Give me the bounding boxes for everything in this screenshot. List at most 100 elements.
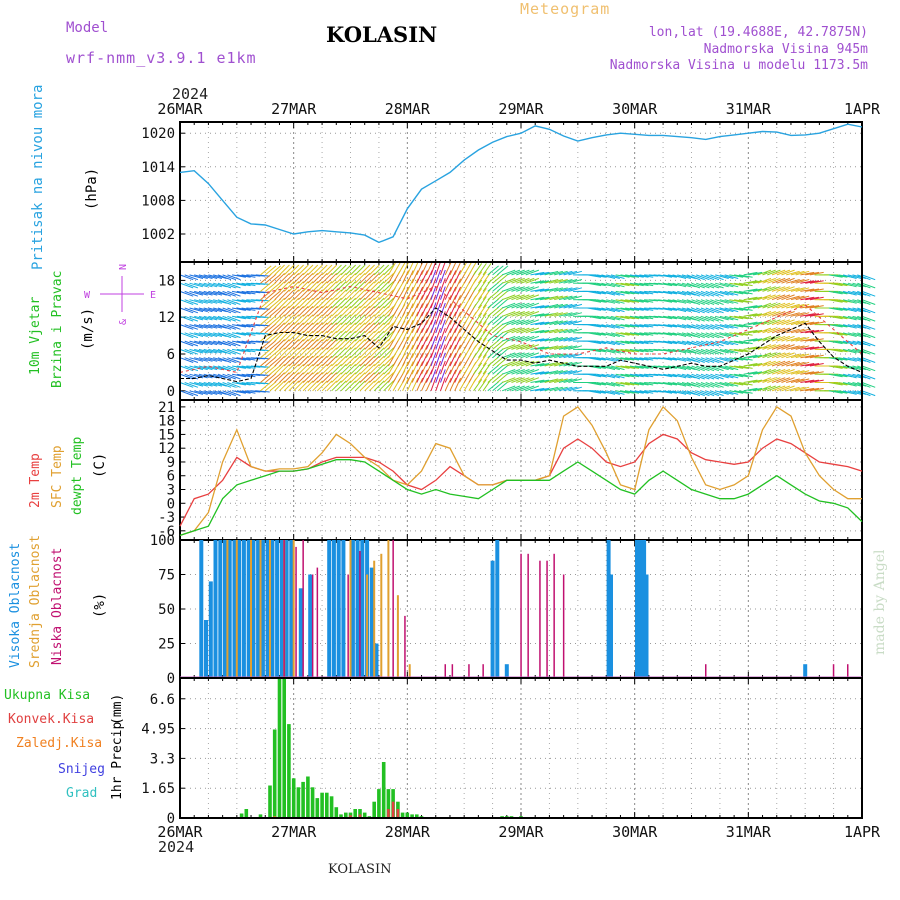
- wind-barb: [544, 270, 559, 276]
- wind-barb: [790, 345, 805, 350]
- wind-barb: [383, 314, 394, 325]
- wind-barb: [606, 274, 620, 279]
- wind-barb: [781, 302, 795, 309]
- cloud-bar: [227, 540, 232, 678]
- wind-barb: [634, 307, 649, 311]
- wind-barb: [430, 360, 437, 375]
- wind-barb: [861, 299, 876, 305]
- wind-barb: [738, 390, 753, 394]
- wind-barb: [525, 269, 540, 276]
- wind-barb: [335, 355, 347, 367]
- wind-barb: [544, 303, 559, 309]
- wind-barb: [241, 307, 256, 311]
- wind-barb: [236, 282, 251, 287]
- wind-barb: [610, 299, 625, 304]
- wind-barb: [203, 348, 218, 354]
- wind-barb: [506, 360, 521, 367]
- wind-barb: [767, 319, 781, 326]
- wind-barb: [373, 330, 385, 342]
- wind-barb: [781, 352, 795, 359]
- wind-barb: [184, 315, 199, 322]
- wind-barb: [620, 290, 635, 295]
- wind-barb: [809, 379, 824, 383]
- wind-barb: [369, 322, 380, 334]
- wind-barb: [264, 290, 277, 301]
- wind-barb: [260, 348, 272, 359]
- wind-barb: [719, 348, 734, 354]
- cloud-bar: [444, 664, 446, 678]
- wind-barb: [359, 322, 371, 334]
- wind-barb: [288, 306, 300, 317]
- wind-barb: [790, 353, 805, 359]
- wind-barb: [520, 294, 535, 301]
- wind-barb: [795, 303, 810, 309]
- wind-barb: [421, 361, 428, 375]
- wind-barb: [501, 385, 516, 392]
- wind-barb: [757, 302, 772, 309]
- wind-barb: [444, 344, 452, 358]
- wind-barb: [715, 390, 729, 395]
- wind-barb: [435, 360, 441, 375]
- wind-barb: [222, 348, 236, 355]
- wind-barb: [587, 382, 602, 386]
- wind-barb: [496, 364, 509, 375]
- panel-temperature: [179, 399, 863, 541]
- wind-barb: [525, 277, 540, 284]
- ytick-label: 12: [158, 310, 175, 326]
- wind-barb: [587, 390, 602, 394]
- wind-barb: [340, 330, 352, 342]
- wind-barb: [743, 296, 758, 301]
- wind-barb: [511, 377, 525, 383]
- wind-barb: [710, 332, 724, 339]
- wind-barb: [449, 328, 457, 342]
- wind-barb: [658, 274, 673, 278]
- wind-barb: [430, 369, 437, 383]
- wind-barb: [743, 379, 758, 383]
- wind-barb: [563, 345, 578, 350]
- cloud-bar: [347, 574, 349, 678]
- wind-barb: [748, 288, 763, 292]
- wind-barb: [260, 373, 272, 383]
- wind-barb: [264, 282, 277, 292]
- ytick-label: 6: [167, 469, 175, 485]
- wind-barb: [340, 339, 352, 350]
- wind-barb: [477, 288, 487, 300]
- wind-barb: [335, 264, 347, 276]
- wind-barb: [269, 356, 282, 367]
- ytick-label: 18: [158, 273, 175, 289]
- wind-barb: [610, 340, 625, 346]
- wind-barb: [312, 339, 323, 350]
- wind-barb: [378, 347, 390, 359]
- wind-barb: [335, 363, 347, 375]
- wind-barb: [691, 373, 705, 380]
- cloud-bar: [396, 595, 399, 678]
- wind-barb: [369, 306, 380, 317]
- wind-barb: [350, 264, 361, 276]
- wind-barb: [411, 336, 419, 350]
- wind-barb: [776, 302, 791, 309]
- cloud-bar: [360, 540, 365, 678]
- wind-barb: [563, 295, 578, 301]
- wind-barb: [506, 377, 521, 383]
- wind-barb: [449, 311, 457, 325]
- wind-barb: [625, 348, 640, 353]
- wind-barb: [610, 332, 625, 337]
- wind-barb: [293, 372, 304, 383]
- legend-hail: Grad: [66, 786, 98, 801]
- wind-barb: [601, 282, 616, 288]
- wind-barb: [852, 299, 867, 304]
- wind-barb: [620, 357, 635, 361]
- wind-barb: [781, 335, 795, 342]
- wind-barb: [606, 307, 620, 313]
- wind-barb: [842, 282, 857, 288]
- wind-barb: [771, 344, 786, 350]
- wind-barb: [757, 294, 772, 301]
- wind-barb: [743, 338, 758, 342]
- cloud-bar: [289, 540, 294, 678]
- wind-barb: [833, 324, 848, 328]
- wind-barb: [554, 386, 568, 392]
- wind-barb: [236, 340, 251, 345]
- wind-barb: [861, 340, 876, 347]
- wind-barb: [587, 274, 602, 278]
- wind-barb: [487, 273, 499, 284]
